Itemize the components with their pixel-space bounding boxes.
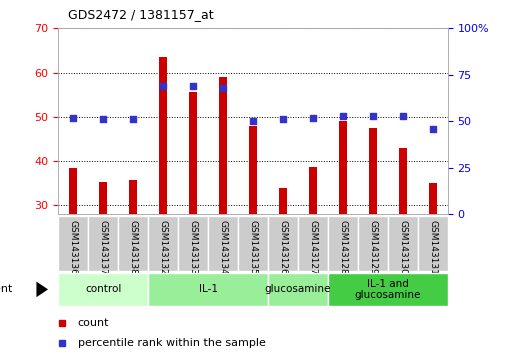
Bar bbox=[69, 168, 77, 214]
Text: GDS2472 / 1381157_at: GDS2472 / 1381157_at bbox=[68, 8, 214, 21]
Text: GSM143130: GSM143130 bbox=[397, 220, 407, 275]
Point bbox=[189, 83, 197, 89]
Bar bbox=[219, 77, 226, 214]
Bar bbox=[369, 128, 376, 214]
Bar bbox=[129, 180, 136, 214]
Bar bbox=[428, 183, 436, 214]
Point bbox=[248, 118, 257, 124]
Bar bbox=[58, 273, 148, 306]
Text: count: count bbox=[78, 318, 109, 328]
Point bbox=[398, 113, 406, 119]
Point bbox=[338, 113, 346, 119]
Bar bbox=[88, 216, 118, 271]
Bar bbox=[58, 216, 88, 271]
Point bbox=[129, 116, 137, 122]
Text: IL-1: IL-1 bbox=[198, 284, 217, 295]
Point bbox=[219, 85, 227, 91]
Text: percentile rank within the sample: percentile rank within the sample bbox=[78, 338, 265, 348]
Text: GSM143133: GSM143133 bbox=[188, 220, 197, 275]
Bar bbox=[417, 216, 447, 271]
Point bbox=[69, 115, 77, 120]
Text: GSM143131: GSM143131 bbox=[427, 220, 436, 275]
Point bbox=[308, 115, 316, 120]
Point bbox=[99, 116, 107, 122]
Text: GSM143134: GSM143134 bbox=[218, 220, 227, 275]
Text: GSM143132: GSM143132 bbox=[158, 220, 167, 275]
Bar bbox=[118, 216, 148, 271]
Bar bbox=[387, 216, 417, 271]
Point bbox=[278, 116, 286, 122]
Bar bbox=[237, 216, 268, 271]
Bar bbox=[398, 148, 406, 214]
Bar bbox=[327, 216, 357, 271]
Text: GSM143126: GSM143126 bbox=[278, 220, 287, 275]
Bar bbox=[309, 167, 316, 214]
Text: GSM143127: GSM143127 bbox=[308, 220, 317, 275]
Text: GSM143128: GSM143128 bbox=[338, 220, 347, 275]
Bar bbox=[148, 216, 178, 271]
Point bbox=[159, 83, 167, 89]
Text: GSM143136: GSM143136 bbox=[69, 220, 78, 275]
Bar bbox=[279, 188, 286, 214]
Text: IL-1 and
glucosamine: IL-1 and glucosamine bbox=[354, 279, 420, 300]
Bar bbox=[357, 216, 387, 271]
Text: GSM143135: GSM143135 bbox=[248, 220, 257, 275]
Bar bbox=[189, 92, 196, 214]
Point bbox=[368, 113, 376, 119]
Bar bbox=[268, 273, 327, 306]
Bar bbox=[297, 216, 327, 271]
Polygon shape bbox=[36, 282, 48, 297]
Bar bbox=[99, 182, 107, 214]
Bar bbox=[249, 126, 256, 214]
Text: control: control bbox=[85, 284, 121, 295]
Bar bbox=[268, 216, 297, 271]
Point bbox=[428, 126, 436, 131]
Text: GSM143137: GSM143137 bbox=[98, 220, 108, 275]
Bar bbox=[208, 216, 237, 271]
Text: agent: agent bbox=[0, 284, 13, 295]
Bar bbox=[148, 273, 268, 306]
Text: glucosamine: glucosamine bbox=[264, 284, 330, 295]
Bar bbox=[159, 57, 167, 214]
Bar bbox=[327, 273, 447, 306]
Bar bbox=[178, 216, 208, 271]
Text: GSM143138: GSM143138 bbox=[128, 220, 137, 275]
Text: GSM143129: GSM143129 bbox=[368, 220, 377, 275]
Bar bbox=[338, 121, 346, 214]
